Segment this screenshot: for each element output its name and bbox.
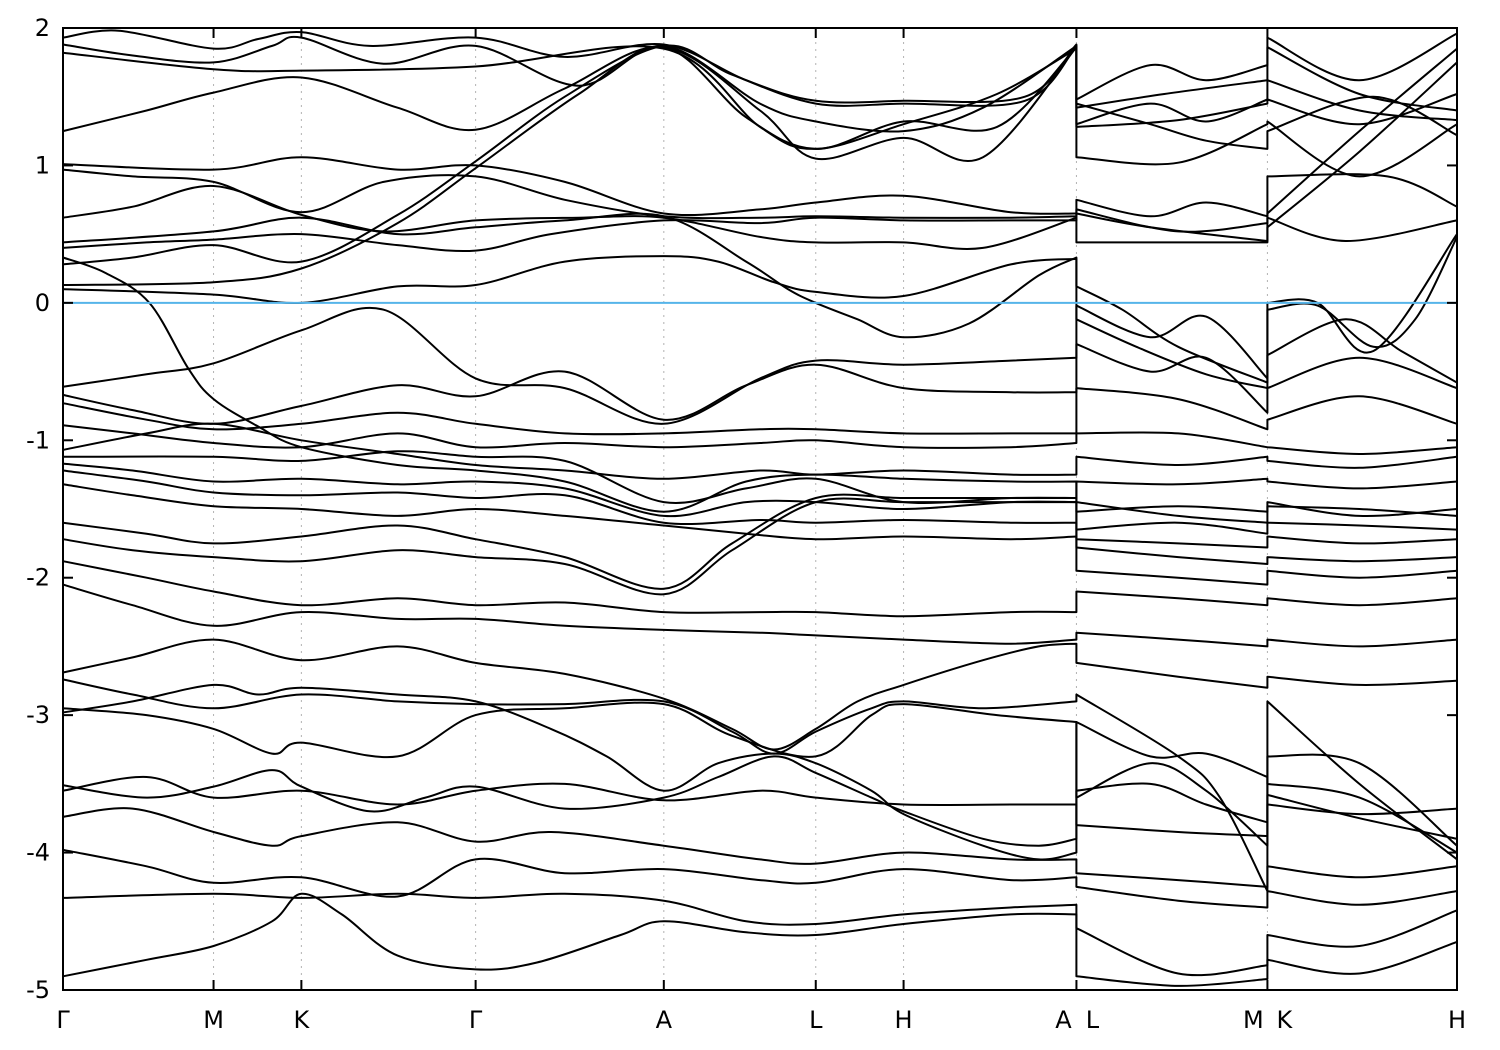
band-curve	[62, 47, 1458, 250]
y-axis-label: -3	[26, 701, 50, 729]
y-axis-label: -1	[26, 426, 50, 454]
y-axis-label: 0	[35, 289, 50, 317]
band-curve	[62, 583, 1458, 648]
axes-group	[62, 27, 1458, 991]
band-curve	[62, 807, 1458, 888]
y-axis-label: 1	[35, 151, 50, 179]
band-curve	[62, 61, 1458, 253]
y-axis-label: -5	[26, 976, 50, 1004]
x-axis-label: H	[895, 1006, 913, 1034]
band-curve	[62, 892, 1458, 977]
band-curve	[62, 212, 1458, 384]
band-curve	[62, 424, 1458, 455]
band-curve	[62, 755, 1458, 847]
bands-group	[62, 29, 1458, 987]
y-axis-label: -2	[26, 564, 50, 592]
band-curve	[62, 678, 1458, 893]
band-curve	[62, 493, 1458, 590]
band-curve	[62, 422, 1458, 480]
band-curve	[62, 156, 1458, 218]
band-curve	[62, 256, 1458, 524]
x-axis-label: Γ	[56, 1006, 70, 1034]
band-curve	[62, 45, 1458, 286]
band-curve	[62, 450, 1458, 504]
band-curve	[62, 343, 1458, 425]
band-curve	[62, 387, 1458, 436]
band-curve	[62, 638, 1458, 751]
band-curve	[62, 46, 1458, 178]
band-curve	[62, 560, 1458, 618]
band-curve	[62, 462, 1458, 518]
band-curve	[62, 233, 1458, 390]
band-curve	[62, 29, 1458, 104]
x-axis-label: Γ	[469, 1006, 483, 1034]
x-axis-label: A	[1055, 1006, 1072, 1034]
band-curve	[62, 483, 1458, 549]
band-curve	[62, 892, 1458, 987]
plot-frame	[62, 27, 1458, 991]
band-curve	[62, 848, 1458, 909]
x-axis-label: L	[1086, 1006, 1100, 1034]
band-curve	[62, 304, 1458, 425]
x-axis-label: K	[293, 1006, 310, 1034]
x-axis-label: H	[1448, 1006, 1466, 1034]
band-curve	[62, 701, 1458, 847]
band-curve	[62, 44, 1458, 266]
y-axis-label: 2	[35, 14, 50, 42]
y-axis-label: -4	[26, 839, 50, 867]
band-curve	[62, 497, 1458, 596]
band-curve	[62, 35, 1458, 133]
x-axis-label: M	[203, 1006, 224, 1034]
x-axis-label: L	[809, 1006, 823, 1034]
band-curve	[62, 469, 1458, 535]
x-axis-label: A	[656, 1006, 673, 1034]
band-curve	[62, 775, 1458, 838]
x-axis-label: M	[1243, 1006, 1264, 1034]
axis-labels-group: 210-1-2-3-4-5Γ M K Γ A L H A L M K H	[26, 14, 1466, 1034]
x-axis-label: K	[1277, 1006, 1294, 1034]
band-curve	[62, 683, 1458, 861]
